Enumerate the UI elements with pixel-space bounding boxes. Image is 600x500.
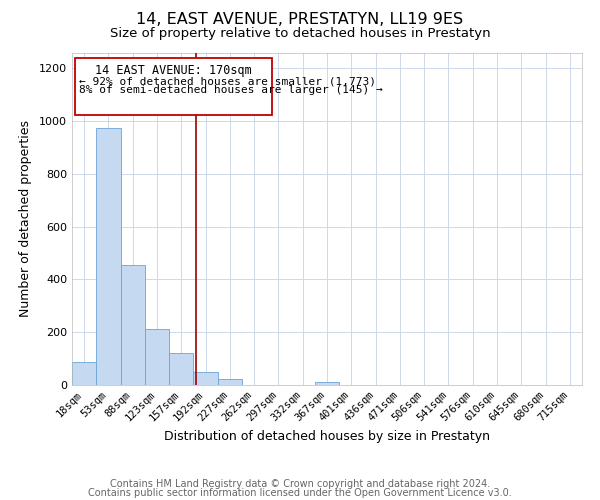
Y-axis label: Number of detached properties: Number of detached properties: [19, 120, 32, 318]
Text: Contains public sector information licensed under the Open Government Licence v3: Contains public sector information licen…: [88, 488, 512, 498]
Bar: [96, 128, 121, 385]
Text: Size of property relative to detached houses in Prestatyn: Size of property relative to detached ho…: [110, 28, 490, 40]
Text: Contains HM Land Registry data © Crown copyright and database right 2024.: Contains HM Land Registry data © Crown c…: [110, 479, 490, 489]
Bar: [193, 372, 218, 385]
FancyBboxPatch shape: [75, 58, 272, 114]
Text: ← 92% of detached houses are smaller (1,773): ← 92% of detached houses are smaller (1,…: [79, 76, 376, 86]
Text: 14, EAST AVENUE, PRESTATYN, LL19 9ES: 14, EAST AVENUE, PRESTATYN, LL19 9ES: [136, 12, 464, 28]
Text: 14 EAST AVENUE: 170sqm: 14 EAST AVENUE: 170sqm: [95, 64, 252, 76]
Text: 8% of semi-detached houses are larger (145) →: 8% of semi-detached houses are larger (1…: [79, 86, 382, 96]
Bar: [72, 362, 96, 385]
Bar: [169, 354, 193, 385]
Bar: [121, 266, 145, 385]
X-axis label: Distribution of detached houses by size in Prestatyn: Distribution of detached houses by size …: [164, 430, 490, 444]
Bar: [315, 382, 339, 385]
Bar: [145, 328, 169, 385]
Bar: [218, 379, 242, 385]
